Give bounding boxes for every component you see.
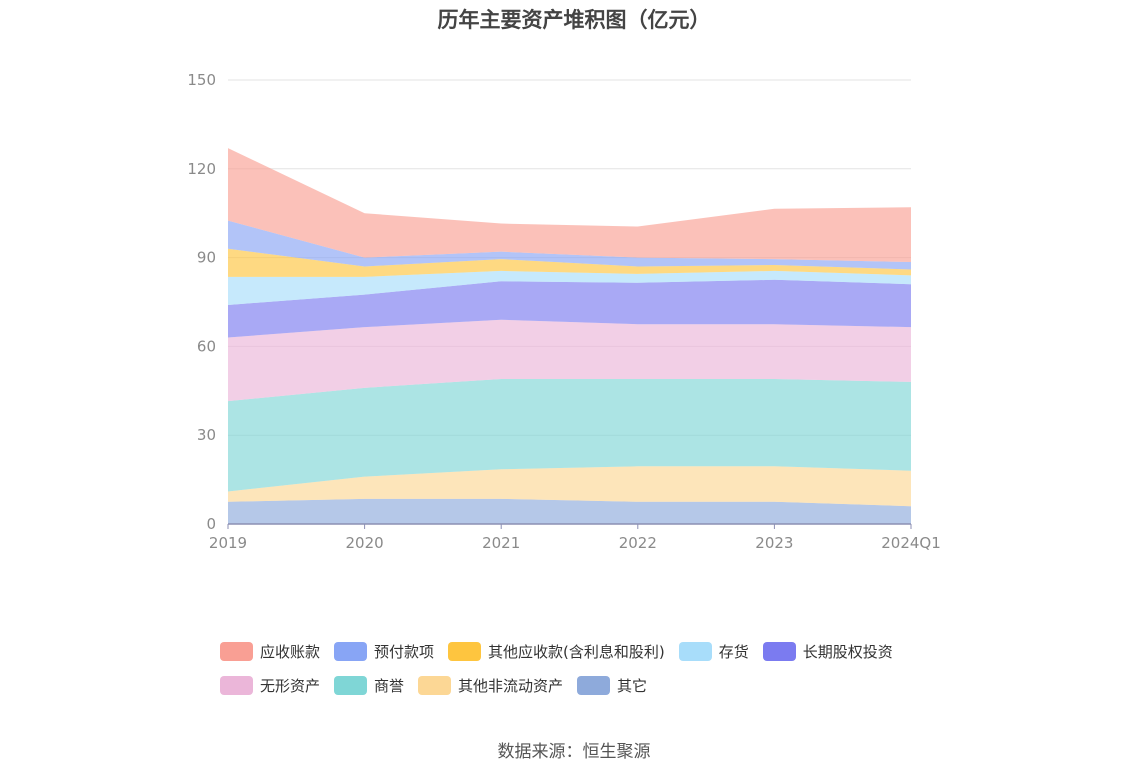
y-tick-label: 30	[197, 426, 216, 444]
legend-item[interactable]: 其他应收款(含利息和股利)	[448, 641, 665, 662]
legend-item[interactable]: 商誉	[334, 675, 404, 696]
x-tick-label: 2022	[619, 534, 657, 552]
area-series	[228, 279, 911, 338]
legend-label: 应收账款	[260, 642, 321, 661]
legend-swatch	[762, 641, 796, 661]
area-series	[228, 378, 911, 492]
legend-item[interactable]: 预付款项	[334, 641, 434, 662]
y-tick-label: 120	[187, 160, 216, 178]
legend-swatch	[577, 675, 611, 695]
area-series-group	[228, 148, 911, 524]
legend-item[interactable]: 存货	[678, 641, 749, 662]
area-series	[228, 466, 911, 507]
legend-label: 商誉	[374, 676, 405, 695]
legend-swatch	[334, 641, 368, 661]
x-tick-label: 2020	[346, 534, 384, 552]
legend-label: 其它	[617, 676, 648, 695]
legend-item[interactable]: 应收账款	[220, 641, 320, 662]
area-series	[228, 220, 911, 270]
legend-row: 应收账款 预付款项 其他应收款(含利息和股利) 存货 长期股权投资	[220, 640, 980, 662]
area-series	[228, 270, 911, 305]
axes: 0 30 60 90 120 150 2019 2020 2021 2022 2023 2024Q1	[187, 71, 940, 552]
area-series	[228, 148, 911, 263]
y-tick-label: 150	[187, 71, 216, 89]
legend-item[interactable]: 长期股权投资	[762, 641, 893, 662]
legend-label: 无形资产	[260, 676, 321, 695]
legend: 应收账款 预付款项 其他应收款(含利息和股利) 存货 长期股权投资无形资产 商誉 其他非流动…	[220, 640, 980, 708]
legend-label: 长期股权投资	[802, 642, 893, 661]
legend-label: 存货	[718, 642, 749, 661]
legend-swatch	[448, 641, 482, 661]
legend-swatch	[334, 675, 368, 695]
area-series	[228, 498, 911, 524]
y-tick-label: 60	[197, 337, 216, 355]
source-note: 数据来源：恒生聚源	[497, 742, 651, 762]
area-series	[228, 319, 911, 402]
legend-swatch	[418, 675, 452, 695]
legend-row: 无形资产 商誉 其他非流动资产 其它	[220, 674, 980, 696]
x-tick-label: 2024Q1	[881, 534, 941, 552]
legend-swatch	[220, 641, 253, 661]
legend-label: 预付款项	[374, 642, 435, 661]
x-tick-label: 2023	[755, 534, 793, 552]
y-tick-label: 90	[197, 249, 216, 267]
x-tick-label: 2019	[209, 534, 247, 552]
legend-item[interactable]: 其它	[577, 675, 647, 696]
legend-swatch	[678, 641, 712, 661]
legend-label: 其他非流动资产	[458, 676, 564, 695]
x-tick-label: 2021	[482, 534, 520, 552]
legend-swatch	[220, 675, 253, 695]
y-tick-label: 0	[206, 515, 216, 533]
legend-label: 其他应收款(含利息和股利)	[488, 642, 665, 661]
legend-item[interactable]: 其他非流动资产	[418, 675, 563, 696]
chart-title: 历年主要资产堆积图（亿元）	[437, 8, 711, 32]
legend-item[interactable]: 无形资产	[220, 675, 320, 696]
